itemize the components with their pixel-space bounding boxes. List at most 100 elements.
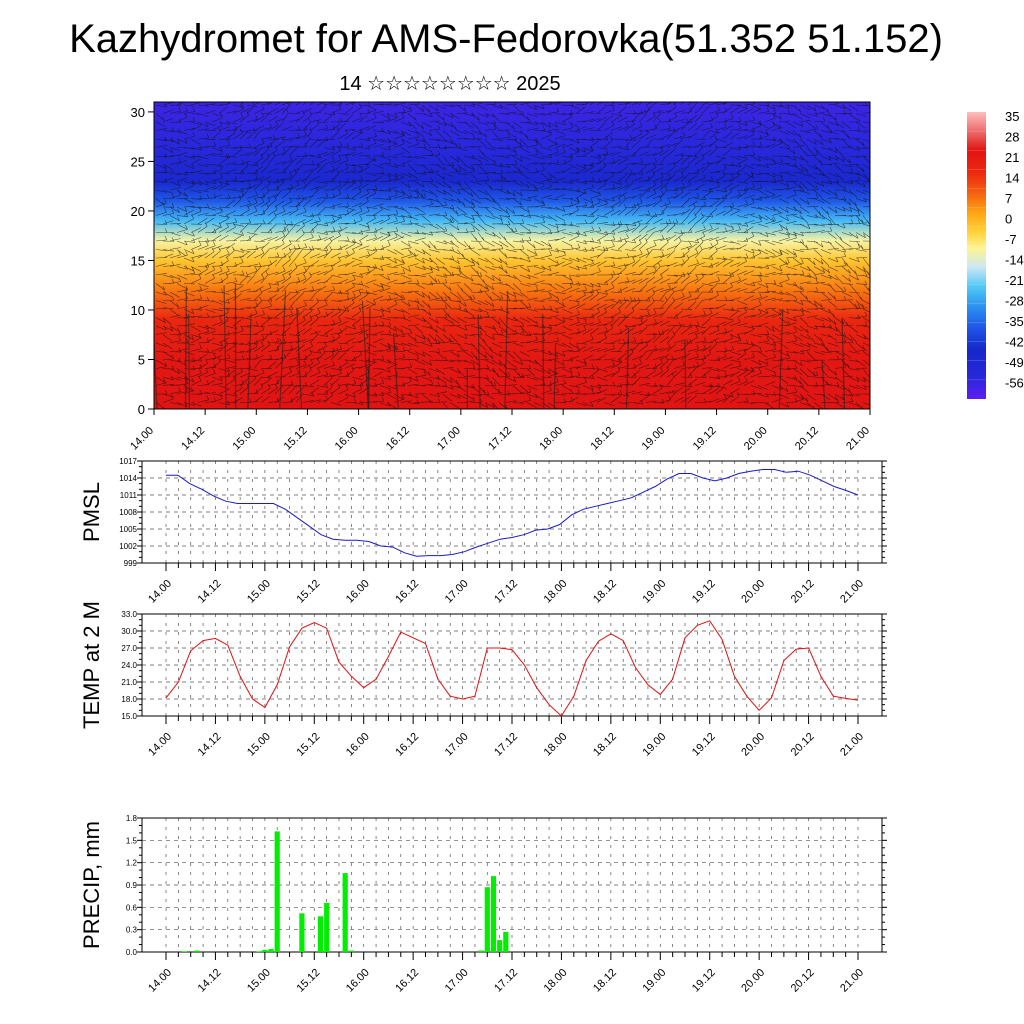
x-tick-label: 15.12 xyxy=(294,731,322,759)
wind-barb-column xyxy=(392,333,399,409)
y-tick-label: 0 xyxy=(138,402,145,417)
wind-barb-column xyxy=(504,290,509,409)
y-tick-label: 30.0 xyxy=(121,627,137,636)
x-tick-label: 20.12 xyxy=(793,425,821,453)
y-tick-label: 25 xyxy=(131,154,145,169)
precip-bar xyxy=(503,931,509,952)
colorbar-label: -21 xyxy=(1005,273,1024,288)
y-tick-label: 18.0 xyxy=(121,695,137,704)
x-tick-label: 18.00 xyxy=(537,425,565,453)
colorbar-label: -56 xyxy=(1005,376,1024,391)
x-tick-label: 20.00 xyxy=(739,578,767,606)
y-tick-label: 1.2 xyxy=(126,859,138,868)
wind-barb-column xyxy=(841,318,846,409)
x-tick-label: 15.00 xyxy=(245,578,273,606)
y-tick-label: 1002 xyxy=(119,542,137,551)
y-tick-label: 1008 xyxy=(119,508,137,517)
colorbar-label: 21 xyxy=(1005,150,1019,165)
wind-barb-column xyxy=(821,361,826,409)
y-tick-label: 0.3 xyxy=(126,926,138,935)
x-tick-label: 17.12 xyxy=(492,578,520,606)
y-tick-label: 0.6 xyxy=(126,903,138,912)
y-tick-label: 999 xyxy=(124,559,138,568)
wind-barb-column xyxy=(368,307,371,409)
x-tick-label: 20.00 xyxy=(739,967,767,995)
x-tick-label: 16.12 xyxy=(393,578,421,606)
x-tick-label: 19.12 xyxy=(690,967,718,995)
precip-bar xyxy=(256,951,262,952)
x-tick-label: 15.12 xyxy=(294,578,322,606)
y-tick-label: 30 xyxy=(131,105,145,120)
x-tick-label: 18.12 xyxy=(588,425,616,453)
x-tick-label: 18.12 xyxy=(591,731,619,759)
wind-barb-column xyxy=(188,313,191,409)
page-title: Kazhydromet for AMS-Fedorovka(51.352 51.… xyxy=(69,17,943,61)
precip-bar xyxy=(317,916,324,952)
pmsl-series-line xyxy=(166,469,859,557)
cross-section-panel: 0 5 10 15 20 25 30 14.00 14.12 15.00 15.12 16.00 16.… xyxy=(128,101,872,453)
wind-barbs xyxy=(155,102,870,409)
colorbar-fill xyxy=(967,112,986,399)
colorbar-label: -28 xyxy=(1005,294,1024,309)
x-tick-label: 19.12 xyxy=(690,731,718,759)
x-tick-label: 21.00 xyxy=(838,731,866,759)
y-tick-label: 1014 xyxy=(119,474,137,483)
precip-axis-label: PRECIP, mm xyxy=(79,821,104,949)
y-tick-label: 1017 xyxy=(119,457,137,466)
x-tick-label: 15.00 xyxy=(245,731,273,759)
x-tick-label: 14.00 xyxy=(146,967,174,995)
x-tick-label: 16.00 xyxy=(344,731,372,759)
x-tick-label: 16.00 xyxy=(344,967,372,995)
colorbar-label: -7 xyxy=(1005,232,1017,247)
colorbar-label: 14 xyxy=(1005,171,1019,186)
x-tick-label: 14.00 xyxy=(146,731,174,759)
wind-barb-column xyxy=(279,289,287,409)
precip-bar xyxy=(194,950,200,952)
precip-bar xyxy=(490,876,497,952)
x-tick-label: 21.00 xyxy=(838,967,866,995)
x-tick-label: 17.12 xyxy=(492,731,520,759)
y-tick-label: 15 xyxy=(131,253,145,268)
precip-bar xyxy=(342,873,348,952)
x-tick-label: 14.12 xyxy=(196,578,224,606)
wind-barb-column xyxy=(778,308,784,409)
page-subtitle: 14 ☆☆☆☆☆☆☆☆ 2025 xyxy=(339,73,561,95)
precip-bar xyxy=(299,913,305,952)
y-tick-label: 0.0 xyxy=(126,948,138,957)
y-tick-label: 1011 xyxy=(120,491,138,500)
x-tick-label: 17.12 xyxy=(486,425,514,453)
precip-bar xyxy=(497,940,503,952)
x-tick-label: 17.12 xyxy=(492,967,520,995)
x-tick-label: 18.00 xyxy=(542,578,570,606)
colorbar-label: 0 xyxy=(1005,212,1012,227)
x-tick-label: 20.00 xyxy=(742,425,770,453)
x-tick-label: 18.12 xyxy=(591,967,619,995)
wind-barb-column xyxy=(542,314,545,409)
precip-bar xyxy=(484,887,490,952)
y-tick-label: 27.0 xyxy=(121,644,137,653)
wind-barb-column xyxy=(553,343,557,409)
precipitation-panel: 0.0 0.3 0.6 0.9 1.2 1.5 1.8 14.00 14.12 15.00 15.1… xyxy=(79,814,887,995)
y-tick-label: 1005 xyxy=(119,525,137,534)
wind-barb-column xyxy=(247,313,252,409)
y-tick-label: 33.0 xyxy=(121,610,137,619)
y-tick-label: 5 xyxy=(138,352,145,367)
x-tick-label: 16.00 xyxy=(333,425,361,453)
colorbar-label: -49 xyxy=(1005,355,1024,370)
x-tick-label: 17.00 xyxy=(443,967,471,995)
colorbar-label: -35 xyxy=(1005,314,1024,329)
temp-axis-label: TEMP at 2 M xyxy=(79,601,104,729)
x-tick-label: 21.00 xyxy=(844,425,872,453)
x-tick-label: 17.00 xyxy=(443,578,471,606)
wind-barb-column xyxy=(625,327,630,409)
x-tick-label: 15.12 xyxy=(282,425,310,453)
x-tick-label: 15.12 xyxy=(294,967,322,995)
x-tick-label: 14.00 xyxy=(146,578,174,606)
x-tick-label: 20.12 xyxy=(789,578,817,606)
x-tick-label: 16.12 xyxy=(393,967,421,995)
y-tick-label: 0.9 xyxy=(126,881,138,890)
x-tick-label: 20.00 xyxy=(739,731,767,759)
y-tick-label: 24.0 xyxy=(121,661,137,670)
x-tick-label: 14.12 xyxy=(196,967,224,995)
